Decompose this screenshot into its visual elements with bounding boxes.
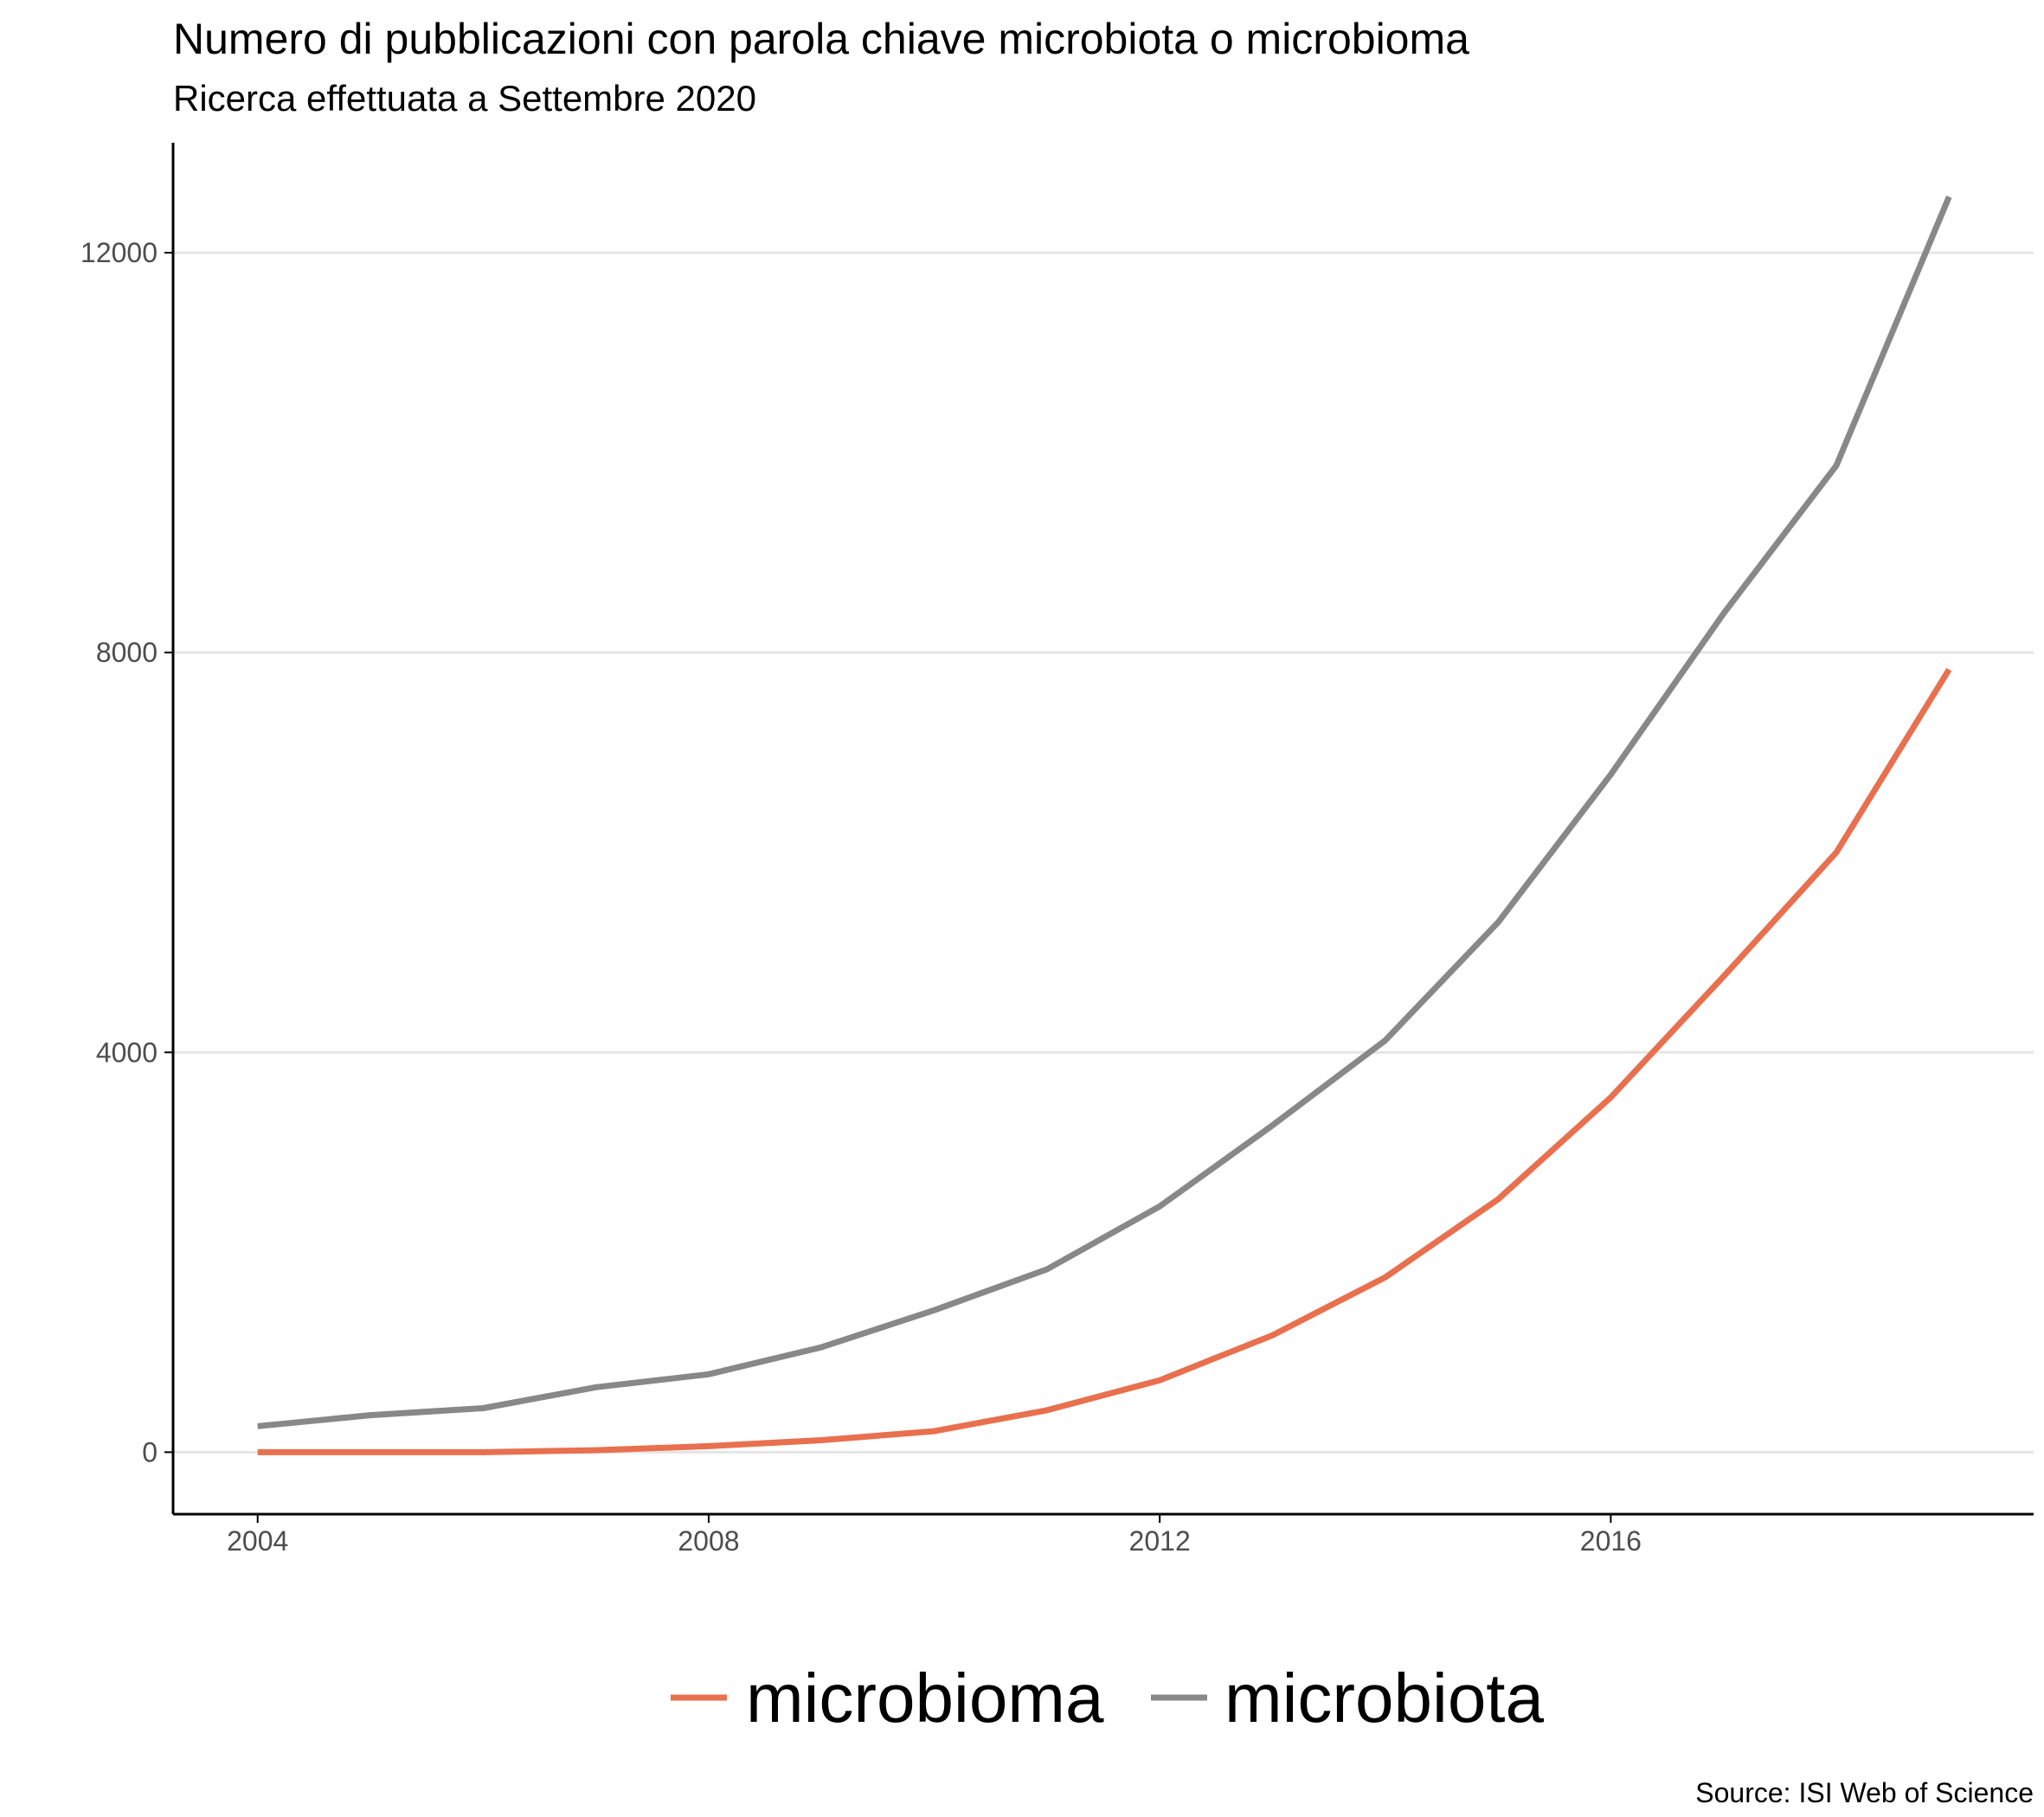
x-axis-ticks: 2004 2008 2012 2016: [227, 1514, 1642, 1557]
series-line-microbiota: [257, 196, 1952, 1429]
y-tick-label-12000: 12000: [80, 237, 157, 268]
chart-subtitle: Ricerca effettuata a Settembre 2020: [173, 78, 756, 119]
x-tick-label-2004: 2004: [227, 1525, 288, 1557]
legend: microbioma microbiota: [671, 1660, 1545, 1737]
source-caption: Source: ISI Web of Science: [1695, 1777, 2034, 1808]
y-axis-ticks: 0 4000 8000 12000: [80, 237, 173, 1467]
x-tick-label-2008: 2008: [678, 1525, 739, 1557]
gridlines: [173, 251, 2034, 1454]
x-tick-label-2016: 2016: [1580, 1525, 1642, 1557]
legend-label-microbiota: microbiota: [1224, 1660, 1545, 1737]
legend-label-microbioma: microbioma: [746, 1660, 1104, 1737]
y-tick-label-8000: 8000: [96, 637, 157, 668]
y-tick-label-0: 0: [142, 1436, 157, 1467]
x-tick-label-2012: 2012: [1129, 1525, 1191, 1557]
y-tick-label-4000: 4000: [96, 1037, 157, 1068]
chart-title: Numero di pubblicazioni con parola chiav…: [173, 15, 1469, 63]
series-lines: [257, 196, 1952, 1455]
series-line-microbioma: [257, 667, 1952, 1455]
axes: [171, 143, 2034, 1516]
